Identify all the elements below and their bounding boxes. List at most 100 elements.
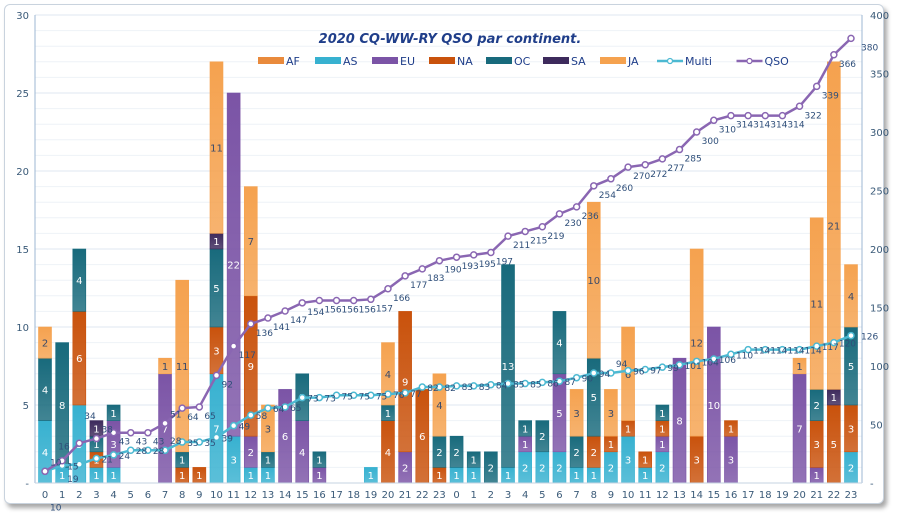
point-label-multi: 73 bbox=[324, 395, 335, 405]
bar-oc bbox=[72, 248, 87, 312]
bar-ja bbox=[432, 373, 447, 437]
legend: AF AS EU NA OC SA JA Multi QSO bbox=[258, 55, 789, 68]
bar-data-label: 11 bbox=[176, 362, 189, 373]
point-multi bbox=[504, 379, 512, 388]
point-qso bbox=[247, 320, 255, 328]
point-qso bbox=[847, 34, 855, 43]
point-label-qso: 156 bbox=[359, 305, 376, 315]
bar-ja bbox=[689, 248, 704, 437]
point-qso bbox=[761, 111, 770, 120]
point-label-qso: 156 bbox=[324, 305, 341, 315]
point-label-qso: 314 bbox=[753, 121, 770, 131]
bar-data-label: 4 bbox=[42, 385, 48, 396]
bar-data-label: 8 bbox=[59, 401, 65, 412]
legend-label-qso: QSO bbox=[765, 55, 790, 68]
x-tick-label: 2 bbox=[488, 490, 494, 501]
bar-ja bbox=[586, 201, 601, 359]
x-tick-label: 10 bbox=[210, 490, 223, 501]
bar-data-label: 1 bbox=[93, 440, 99, 451]
point-qso bbox=[315, 296, 324, 305]
bar-data-label: 1 bbox=[248, 471, 254, 482]
point-label-qso: 141 bbox=[273, 323, 290, 333]
point-label-multi: 114 bbox=[787, 347, 804, 357]
point-label-multi: 75 bbox=[342, 392, 353, 402]
bar-data-label: 1 bbox=[642, 471, 648, 482]
point-label-qso: 219 bbox=[547, 232, 564, 242]
bar-oc bbox=[312, 451, 327, 468]
point-label-qso: 43 bbox=[153, 438, 164, 448]
point-qso bbox=[590, 182, 598, 190]
point-label-qso: 10 bbox=[50, 503, 62, 513]
right-tick-label: - bbox=[870, 479, 874, 490]
bar-data-label: 1 bbox=[179, 471, 185, 482]
bar-data-label: 1 bbox=[316, 456, 322, 467]
bar-data-label: 1 bbox=[59, 471, 65, 482]
point-qso bbox=[830, 51, 838, 59]
bar-data-label: 1 bbox=[625, 424, 631, 435]
point-label-multi: 16 bbox=[58, 442, 70, 452]
point-label-multi: 114 bbox=[753, 347, 770, 357]
point-label-multi: 117 bbox=[822, 343, 839, 353]
x-tick-label: 21 bbox=[810, 490, 823, 501]
bar-data-label: 5 bbox=[591, 393, 597, 404]
point-label-qso: 380 bbox=[861, 43, 878, 53]
point-multi bbox=[315, 393, 324, 402]
bar-data-label: 2 bbox=[591, 448, 597, 459]
point-qso bbox=[692, 128, 701, 136]
left-tick-label: 25 bbox=[16, 89, 29, 100]
point-qso bbox=[75, 439, 84, 447]
left-tick-label: 5 bbox=[23, 401, 29, 412]
point-qso bbox=[521, 227, 529, 236]
bar-data-label: 1 bbox=[831, 393, 837, 404]
bar-data-label: 1 bbox=[659, 409, 665, 420]
x-tick-label: 20 bbox=[793, 490, 806, 501]
bar-na bbox=[638, 451, 653, 468]
x-tick-label: 7 bbox=[162, 490, 168, 501]
bar-data-label: 5 bbox=[848, 362, 854, 373]
point-multi bbox=[538, 378, 547, 387]
bar-data-label: 22 bbox=[227, 261, 240, 272]
point-label-multi: 83 bbox=[479, 383, 490, 393]
x-tick-label: 17 bbox=[330, 490, 343, 501]
point-multi bbox=[675, 361, 684, 369]
point-label-multi: 101 bbox=[685, 362, 702, 372]
left-tick-label: 30 bbox=[16, 11, 29, 22]
x-tick-label: 5 bbox=[128, 490, 134, 501]
bar-data-label: 3 bbox=[608, 409, 614, 420]
bar-data-label: 1 bbox=[591, 471, 597, 482]
bar-data-label: 1 bbox=[453, 471, 459, 482]
point-multi bbox=[692, 357, 701, 366]
point-label-qso: 157 bbox=[376, 304, 393, 314]
point-label-qso: 236 bbox=[582, 212, 599, 222]
point-qso bbox=[452, 253, 461, 261]
bars: 4421856411111317111111735111322129711364… bbox=[38, 61, 858, 484]
x-tick-label: 7 bbox=[573, 490, 579, 501]
bar-data-label: 3 bbox=[693, 456, 699, 467]
point-multi bbox=[126, 446, 135, 454]
point-qso bbox=[469, 251, 478, 259]
x-tick-label: 19 bbox=[776, 490, 789, 501]
point-label-multi: 120 bbox=[839, 340, 856, 350]
left-tick-label: 15 bbox=[16, 245, 29, 256]
point-label-qso: 300 bbox=[702, 137, 719, 147]
point-multi bbox=[332, 391, 341, 399]
point-label-qso: 38 bbox=[101, 426, 113, 436]
right-tick-label: 100 bbox=[870, 362, 889, 373]
x-tick-label: 6 bbox=[145, 490, 151, 501]
point-label-qso: 43 bbox=[119, 438, 130, 448]
point-qso bbox=[624, 163, 632, 171]
bar-data-label: 1 bbox=[642, 456, 648, 467]
bar-data-label: 1 bbox=[93, 471, 99, 482]
bar-data-label: 1 bbox=[796, 362, 802, 373]
point-multi bbox=[847, 331, 855, 340]
point-label-multi: 49 bbox=[239, 423, 251, 433]
bar-na bbox=[398, 311, 412, 453]
legend-swatch-na bbox=[429, 57, 455, 64]
x-tick-label: 21 bbox=[399, 490, 412, 501]
point-label-qso: 43 bbox=[136, 438, 147, 448]
point-label-multi: 106 bbox=[719, 356, 736, 366]
legend-label-sa: SA bbox=[571, 55, 586, 68]
bar-data-label: 21 bbox=[827, 222, 840, 233]
point-multi bbox=[761, 345, 770, 354]
point-label-qso: 310 bbox=[719, 125, 736, 135]
